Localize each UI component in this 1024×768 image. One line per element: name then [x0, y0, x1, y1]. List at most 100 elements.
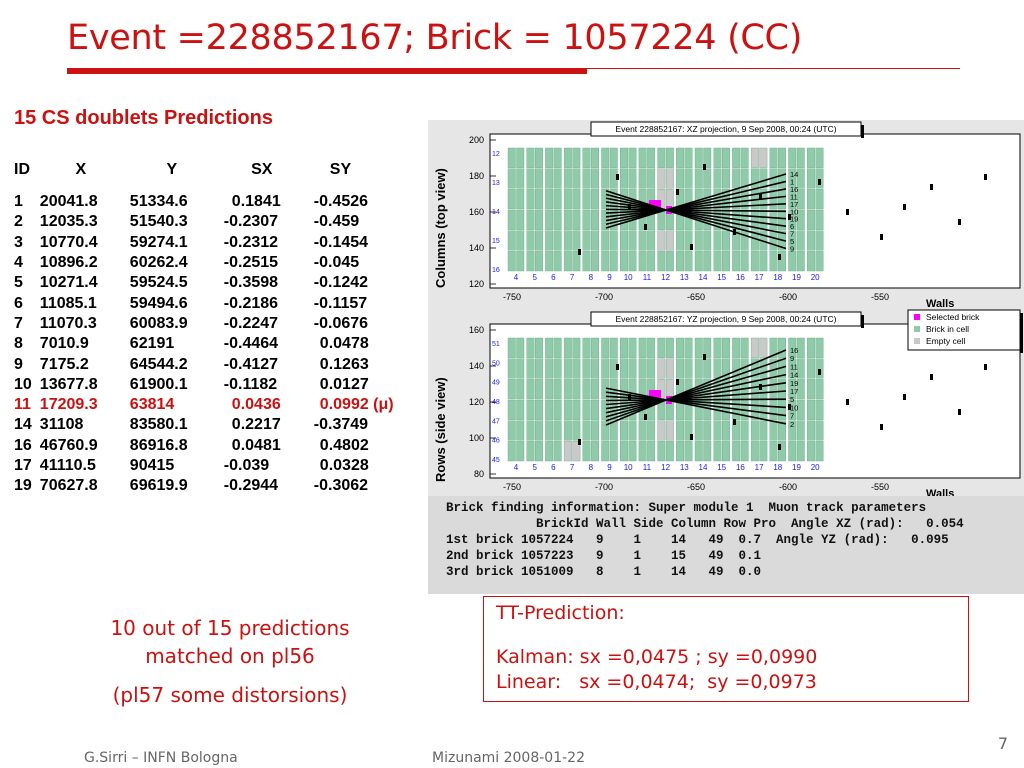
table-cell: 4 — [14, 254, 23, 272]
x-tick-label: -750 — [503, 482, 521, 492]
brick-cell — [582, 379, 591, 400]
brick-cell — [582, 147, 591, 168]
hit-mark — [958, 219, 961, 225]
table-cell: 9 — [14, 355, 23, 373]
brick-cell — [807, 441, 815, 462]
table-cell: 3 — [14, 233, 23, 251]
x-axis-label: Walls — [926, 488, 954, 496]
brick-cell — [507, 251, 516, 272]
table-cell: 17209.3 — [39, 396, 98, 414]
brick-cell — [526, 209, 535, 230]
table-cell: 5 — [14, 274, 23, 292]
brick-cell — [807, 168, 815, 189]
track-line — [605, 195, 787, 218]
brick-cell — [572, 379, 581, 400]
brick-cell — [534, 147, 543, 168]
brick-cell — [601, 358, 610, 379]
table-cell: 2 — [14, 213, 23, 231]
brick-cell — [601, 168, 610, 189]
brick-cell — [601, 399, 610, 420]
brick-cell — [665, 358, 674, 379]
brick-cell — [553, 358, 562, 379]
brick-cell — [553, 147, 562, 168]
wall-number: 14 — [699, 273, 708, 282]
brick-cell — [628, 168, 637, 189]
brick-cell — [769, 230, 778, 251]
y-tick-label: 140 — [469, 243, 484, 253]
brick-cell — [796, 230, 805, 251]
brick-cell — [591, 168, 600, 189]
track-label: 9 — [790, 354, 794, 363]
col-header-id: ID — [14, 161, 30, 178]
brick-cell — [778, 420, 786, 441]
brick-cell — [526, 168, 535, 189]
brick-cell — [591, 251, 600, 272]
brick-cell — [740, 337, 749, 358]
wall-number: 8 — [589, 273, 594, 282]
brick-cell — [665, 168, 674, 189]
brick-cell — [676, 147, 685, 168]
brick-cell — [647, 251, 656, 272]
brick-cell — [526, 379, 535, 400]
brick-cell — [591, 379, 600, 400]
table-cell: 13677.8 — [39, 375, 98, 393]
brick-cell — [815, 251, 824, 272]
track-line — [605, 391, 787, 417]
brick-cell — [526, 399, 535, 420]
wall-number: 11 — [643, 273, 652, 282]
track-label: 14 — [790, 371, 798, 380]
brick-cell — [553, 399, 562, 420]
table-row: 10 13677.8 61900.1 -0.1182 0.0127 — [10, 375, 398, 395]
wall-number: 16 — [736, 463, 745, 472]
brick-cell — [545, 147, 554, 168]
table-cell: 31108 — [39, 416, 84, 434]
brick-cell — [759, 147, 768, 168]
table-cell: 46760.9 — [39, 436, 98, 454]
brick-cell — [815, 399, 824, 420]
table-row: 5 10271.4 59524.5 -0.3598 -0.1242 — [10, 273, 398, 293]
brick-cell — [582, 441, 591, 462]
brick-cell — [796, 189, 805, 210]
brick-cell — [703, 251, 712, 272]
track-label: 10 — [790, 403, 798, 412]
y-axis-label: Rows (side view) — [433, 377, 448, 482]
brick-cell — [759, 420, 768, 441]
brick-cell — [591, 441, 600, 462]
brick-cell — [534, 337, 543, 358]
brick-cell — [788, 379, 797, 400]
wall-number: 12 — [661, 463, 670, 472]
brick-cell — [609, 441, 618, 462]
row-marker: 46 — [492, 438, 500, 445]
wall-number: 4 — [514, 463, 519, 472]
track-label: 2 — [790, 420, 794, 429]
track-label: 5 — [790, 237, 794, 246]
table-row: 1 20041.8 51334.6 0.1841 -0.4526 — [10, 192, 398, 212]
brick-cell — [582, 230, 591, 251]
brick-cell — [713, 358, 722, 379]
brick-cell — [807, 209, 815, 230]
wall-number: 20 — [811, 463, 820, 472]
hit-mark — [818, 179, 821, 185]
brick-cell — [638, 337, 647, 358]
brick-cell — [545, 230, 554, 251]
brick-cell — [628, 379, 637, 400]
brick-cell — [722, 147, 730, 168]
brick-cell — [694, 420, 703, 441]
brick-cell — [815, 358, 824, 379]
brick-cell — [796, 209, 805, 230]
brick-cell — [722, 441, 730, 462]
brick-cell — [750, 441, 759, 462]
brick-cell — [788, 441, 797, 462]
track-label: 5 — [790, 395, 794, 404]
brick-cell — [694, 230, 703, 251]
tt-prediction-heading: TT-Prediction: — [496, 602, 625, 624]
brick-cell — [778, 337, 786, 358]
y-tick-label: 140 — [469, 361, 484, 371]
brick-cell — [807, 358, 815, 379]
brick-cell — [563, 358, 572, 379]
row-marker: 48 — [492, 399, 500, 406]
brick-cell — [507, 147, 516, 168]
brick-cell — [628, 230, 637, 251]
brick-cell — [665, 337, 674, 358]
brick-cell — [796, 441, 805, 462]
